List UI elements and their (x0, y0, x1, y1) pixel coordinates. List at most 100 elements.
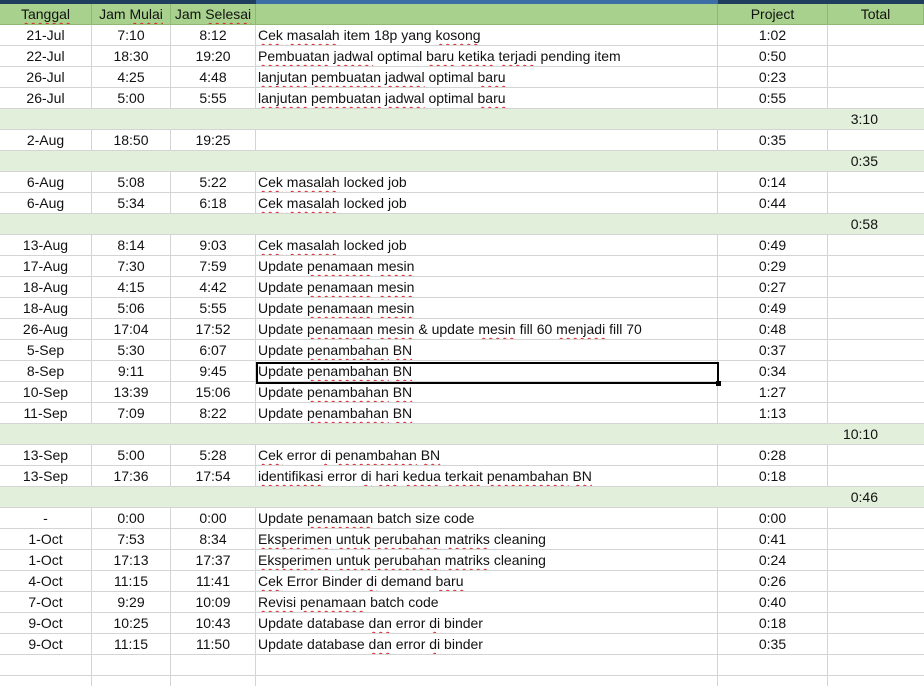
cell-total[interactable] (828, 592, 924, 612)
cell-project[interactable]: 0:26 (718, 571, 828, 591)
cell-total[interactable]: 0:46 (828, 487, 924, 507)
cell-description[interactable] (256, 487, 718, 507)
cell-project[interactable] (718, 214, 828, 234)
cell-jam-mulai[interactable]: 7:53 (92, 529, 171, 549)
cell-tanggal[interactable]: 11-Sep (0, 403, 92, 423)
cell-tanggal[interactable]: 9-Oct (0, 634, 92, 654)
cell-project[interactable]: 0:27 (718, 277, 828, 297)
cell-jam-selesai[interactable]: 5:55 (171, 298, 256, 318)
cell-jam-mulai[interactable] (92, 487, 171, 507)
cell-project[interactable]: 0:14 (718, 172, 828, 192)
cell-jam-selesai[interactable]: 4:42 (171, 277, 256, 297)
cell-jam-mulai[interactable]: 9:29 (92, 592, 171, 612)
cell-tanggal[interactable]: 7-Oct (0, 592, 92, 612)
cell-jam-selesai[interactable]: 17:52 (171, 319, 256, 339)
cell-tanggal[interactable]: 18-Aug (0, 277, 92, 297)
cell-description[interactable]: Update penamaan batch size code (256, 508, 718, 528)
cell-tanggal[interactable] (0, 109, 92, 129)
cell-jam-selesai[interactable]: 5:28 (171, 445, 256, 465)
cell-jam-selesai[interactable] (171, 676, 256, 686)
cell-total[interactable] (828, 550, 924, 570)
cell-project[interactable]: 0:18 (718, 613, 828, 633)
cell-jam-mulai[interactable] (92, 214, 171, 234)
cell-project[interactable] (718, 109, 828, 129)
cell-total[interactable] (828, 655, 924, 675)
cell-jam-mulai[interactable]: 11:15 (92, 634, 171, 654)
cell-description[interactable]: Revisi penamaan batch code (256, 592, 718, 612)
cell-tanggal[interactable]: 26-Jul (0, 67, 92, 87)
cell-tanggal[interactable]: 26-Jul (0, 88, 92, 108)
cell-jam-selesai[interactable] (171, 151, 256, 171)
cell-total[interactable] (828, 319, 924, 339)
cell-project[interactable]: 0:28 (718, 445, 828, 465)
cell-project[interactable] (718, 151, 828, 171)
cell-jam-selesai[interactable]: 6:07 (171, 340, 256, 360)
cell-tanggal[interactable]: 10-Sep (0, 382, 92, 402)
cell-total[interactable]: 10:10 (828, 424, 924, 444)
cell-total[interactable] (828, 361, 924, 381)
cell-jam-selesai[interactable] (171, 109, 256, 129)
cell-total[interactable] (828, 529, 924, 549)
cell-total[interactable] (828, 277, 924, 297)
cell-total[interactable] (828, 235, 924, 255)
cell-total[interactable] (828, 571, 924, 591)
cell-project[interactable]: 0:50 (718, 46, 828, 66)
cell-tanggal[interactable] (0, 655, 92, 675)
cell-tanggal[interactable]: 13-Aug (0, 235, 92, 255)
cell-description[interactable]: identifikasi error di hari kedua terkait… (256, 466, 718, 486)
cell-description[interactable]: Update penamaan mesin (256, 298, 718, 318)
cell-jam-selesai[interactable]: 0:00 (171, 508, 256, 528)
cell-jam-selesai[interactable]: 4:48 (171, 67, 256, 87)
cell-jam-selesai[interactable]: 5:22 (171, 172, 256, 192)
cell-description[interactable]: Pembuatan jadwal optimal baru ketika ter… (256, 46, 718, 66)
cell-description[interactable]: Cek masalah locked job (256, 235, 718, 255)
cell-tanggal[interactable]: 17-Aug (0, 256, 92, 276)
cell-description[interactable] (256, 214, 718, 234)
cell-jam-mulai[interactable]: 5:34 (92, 193, 171, 213)
cell-jam-mulai[interactable]: 5:00 (92, 88, 171, 108)
cell-description[interactable] (256, 655, 718, 675)
cell-jam-selesai[interactable]: 9:03 (171, 235, 256, 255)
cell-project[interactable]: 0:44 (718, 193, 828, 213)
cell-jam-selesai[interactable]: 6:18 (171, 193, 256, 213)
cell-description[interactable]: Cek masalah locked job (256, 172, 718, 192)
cell-jam-selesai[interactable]: 8:34 (171, 529, 256, 549)
cell-total[interactable] (828, 382, 924, 402)
cell-jam-mulai[interactable]: 8:14 (92, 235, 171, 255)
cell-jam-mulai[interactable] (92, 676, 171, 686)
cell-jam-mulai[interactable] (92, 151, 171, 171)
cell-total[interactable] (828, 340, 924, 360)
cell-jam-mulai[interactable]: 4:25 (92, 67, 171, 87)
cell-jam-mulai[interactable] (92, 109, 171, 129)
cell-jam-selesai[interactable]: 19:20 (171, 46, 256, 66)
cell-total[interactable] (828, 613, 924, 633)
cell-total[interactable]: 0:35 (828, 151, 924, 171)
cell-total[interactable] (828, 634, 924, 654)
cell-jam-mulai[interactable]: 5:08 (92, 172, 171, 192)
cell-jam-selesai[interactable]: 8:12 (171, 25, 256, 45)
cell-description[interactable]: Update database dan error di binder (256, 613, 718, 633)
cell-tanggal[interactable]: 8-Sep (0, 361, 92, 381)
cell-jam-selesai[interactable]: 11:41 (171, 571, 256, 591)
cell-jam-selesai[interactable] (171, 424, 256, 444)
cell-total[interactable] (828, 466, 924, 486)
cell-project[interactable]: 0:18 (718, 466, 828, 486)
cell-description[interactable] (256, 676, 718, 686)
fill-handle[interactable] (716, 381, 721, 386)
cell-jam-mulai[interactable]: 9:11 (92, 361, 171, 381)
cell-jam-selesai[interactable]: 8:22 (171, 403, 256, 423)
cell-tanggal[interactable]: 13-Sep (0, 466, 92, 486)
cell-project[interactable]: 0:34 (718, 361, 828, 381)
cell-tanggal[interactable] (0, 487, 92, 507)
cell-project[interactable]: 0:40 (718, 592, 828, 612)
cell-jam-mulai[interactable]: 13:39 (92, 382, 171, 402)
cell-jam-mulai[interactable]: 17:36 (92, 466, 171, 486)
cell-description[interactable]: Update penamaan mesin & update mesin fil… (256, 319, 718, 339)
cell-jam-selesai[interactable]: 7:59 (171, 256, 256, 276)
cell-jam-mulai[interactable]: 7:10 (92, 25, 171, 45)
cell-jam-mulai[interactable]: 0:00 (92, 508, 171, 528)
cell-total[interactable] (828, 298, 924, 318)
cell-total[interactable] (828, 193, 924, 213)
cell-jam-mulai[interactable]: 5:06 (92, 298, 171, 318)
cell-jam-selesai[interactable]: 19:25 (171, 130, 256, 150)
